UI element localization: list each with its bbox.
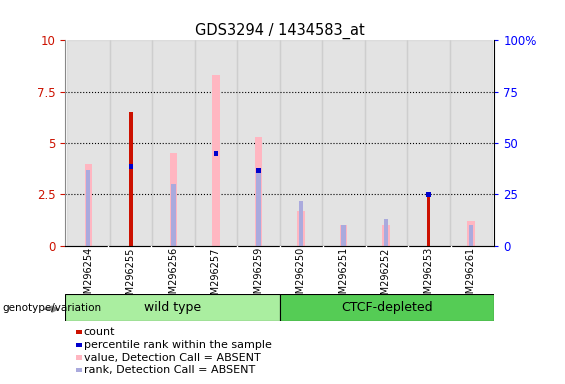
Bar <box>407 40 450 246</box>
Text: percentile rank within the sample: percentile rank within the sample <box>84 340 272 350</box>
Title: GDS3294 / 1434583_at: GDS3294 / 1434583_at <box>195 23 364 39</box>
Text: value, Detection Call = ABSENT: value, Detection Call = ABSENT <box>84 353 260 362</box>
Bar <box>299 200 303 246</box>
Bar <box>65 294 280 321</box>
Bar <box>297 211 305 246</box>
Bar <box>195 40 237 246</box>
Bar <box>86 170 90 246</box>
Text: count: count <box>84 327 115 337</box>
Text: rank, Detection Call = ABSENT: rank, Detection Call = ABSENT <box>84 365 255 375</box>
Bar <box>384 219 388 246</box>
Bar <box>85 164 92 246</box>
Bar <box>341 225 346 246</box>
Bar <box>280 294 494 321</box>
Bar <box>152 40 195 246</box>
Bar <box>212 75 220 246</box>
Bar <box>340 225 347 246</box>
Bar <box>170 153 177 246</box>
Bar <box>237 40 280 246</box>
Bar <box>280 40 322 246</box>
Bar <box>67 40 110 246</box>
Bar <box>382 225 390 246</box>
Bar <box>450 40 492 246</box>
Bar <box>214 151 218 156</box>
Bar <box>255 137 262 246</box>
Bar <box>257 168 260 246</box>
Bar <box>110 40 152 246</box>
Bar <box>426 192 431 197</box>
Bar <box>469 225 473 246</box>
Bar <box>256 168 260 173</box>
Bar <box>322 40 364 246</box>
Bar <box>427 194 430 246</box>
Text: wild type: wild type <box>144 301 201 314</box>
Bar <box>129 112 133 246</box>
Bar <box>467 221 475 246</box>
Bar <box>364 40 407 246</box>
Text: CTCF-depleted: CTCF-depleted <box>341 301 433 314</box>
Text: genotype/variation: genotype/variation <box>3 303 102 313</box>
Bar <box>171 184 176 246</box>
Bar <box>129 164 133 169</box>
